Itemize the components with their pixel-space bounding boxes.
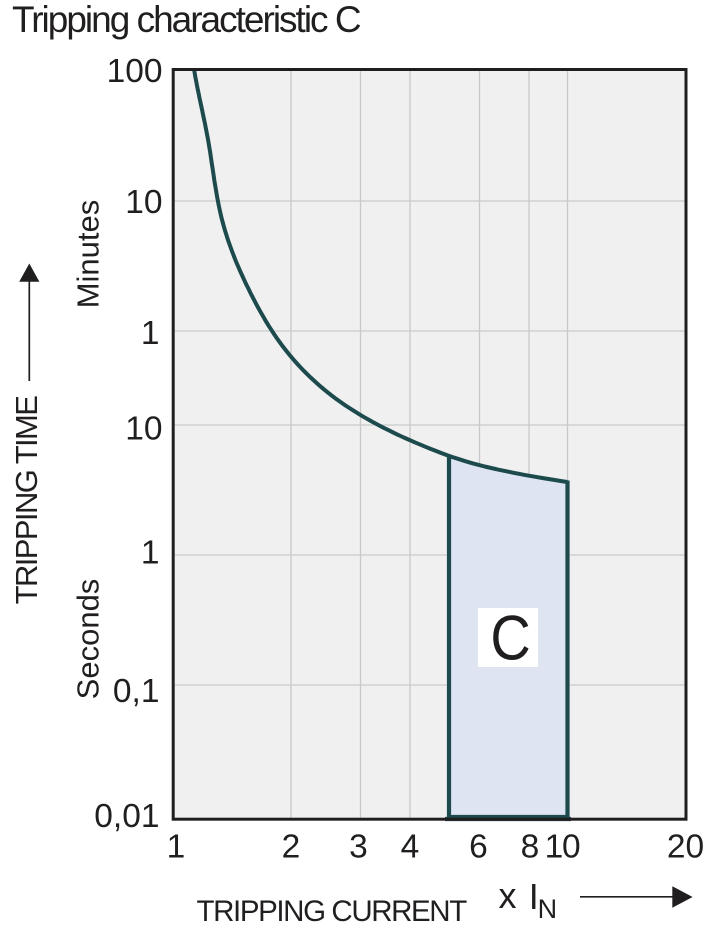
svg-text:Tripping characteristic C: Tripping characteristic C [12,0,361,40]
svg-text:100: 100 [107,53,163,90]
svg-text:1: 1 [141,535,160,572]
svg-text:1: 1 [167,829,186,866]
svg-text:I: I [529,876,539,917]
svg-text:10: 10 [545,829,580,866]
svg-text:1: 1 [141,315,160,352]
svg-text:2: 2 [282,829,301,866]
svg-text:0,1: 0,1 [113,673,160,710]
svg-text:10: 10 [125,184,162,221]
svg-text:0,01: 0,01 [94,798,159,835]
svg-text:Seconds: Seconds [71,579,106,700]
svg-text:N: N [538,894,558,924]
svg-text:6: 6 [469,829,488,866]
svg-text:TRIPPING CURRENT: TRIPPING CURRENT [197,895,468,928]
svg-text:x: x [499,875,517,916]
svg-text:8: 8 [521,829,540,866]
svg-text:Minutes: Minutes [71,200,106,309]
svg-text:4: 4 [401,829,420,866]
svg-text:20: 20 [667,829,704,866]
svg-text:10: 10 [125,411,162,448]
svg-text:3: 3 [349,829,368,866]
svg-text:TRIPPING TIME: TRIPPING TIME [9,396,44,605]
svg-text:C: C [490,602,530,673]
